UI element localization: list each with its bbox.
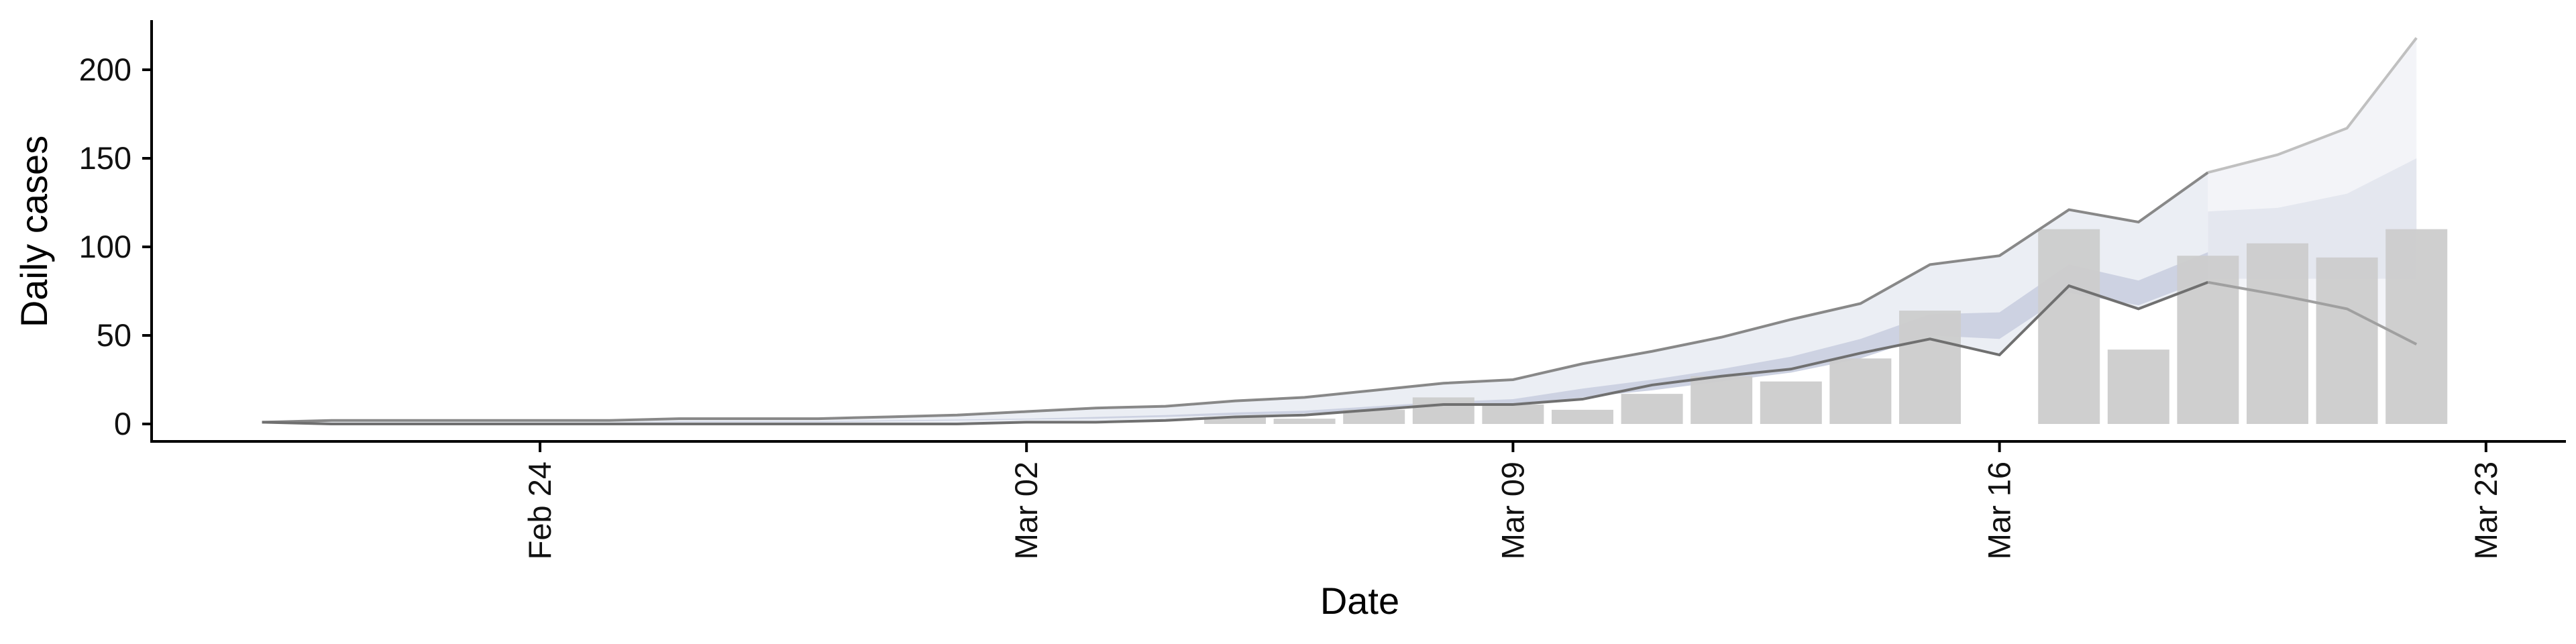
bar-2020-03-18: [2107, 350, 2169, 424]
x-tick-label-Mar 02: Mar 02: [1008, 462, 1044, 559]
bar-2020-03-22: [2385, 229, 2448, 424]
y-axis-title: Daily cases: [13, 136, 55, 327]
bar-2020-03-13: [1760, 381, 1822, 424]
bar-2020-03-20: [2247, 243, 2308, 424]
y-tick-label-100: 100: [79, 229, 131, 264]
x-tick-label-Mar 09: Mar 09: [1495, 462, 1530, 559]
y-ticks: 0 50 100 150 200: [79, 52, 152, 441]
y-tick-label-150: 150: [79, 140, 131, 176]
bar-2020-03-10: [1552, 409, 1613, 424]
x-ticks: Feb 24 Mar 02 Mar 09 Mar 16 Mar 23: [522, 441, 2504, 559]
bar-2020-03-19: [2177, 256, 2239, 424]
y-tick-label-50: 50: [97, 317, 131, 353]
bar-2020-03-21: [2316, 257, 2378, 424]
y-tick-label-200: 200: [79, 52, 131, 87]
lower-bound-line: [262, 280, 2209, 425]
band-outer: [262, 172, 2208, 424]
lower-forecast-line: [2208, 280, 2418, 345]
upper-forecast-line: [2207, 37, 2418, 174]
x-tick-label-Mar 16: Mar 16: [1982, 462, 2017, 559]
bar-2020-03-09: [1482, 404, 1544, 424]
bar-2020-03-12: [1690, 376, 1753, 424]
x-tick-label-Mar 23: Mar 23: [2468, 462, 2504, 559]
x-tick-label-Feb 24: Feb 24: [522, 462, 557, 559]
bar-2020-03-11: [1621, 394, 1683, 424]
bar-2020-03-17: [2038, 229, 2100, 424]
bound-lines: [262, 37, 2418, 425]
bar-2020-03-14: [1829, 358, 1892, 424]
bar-2020-03-08: [1412, 397, 1474, 424]
bars-layer: [1204, 229, 2448, 424]
bar-2020-03-15: [1899, 311, 1961, 424]
x-axis-title: Date: [1320, 580, 1399, 622]
y-tick-label-0: 0: [114, 406, 131, 441]
axes: [150, 20, 2566, 443]
upper-bound-line: [262, 171, 2209, 424]
bar-2020-03-06: [1273, 419, 1336, 424]
bar-2020-03-05: [1204, 417, 1266, 424]
bar-2020-03-07: [1343, 409, 1405, 424]
